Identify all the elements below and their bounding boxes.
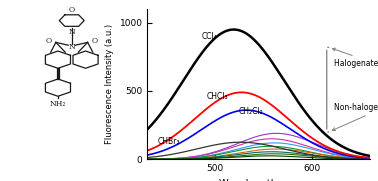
Text: N: N bbox=[68, 43, 75, 51]
Text: CHCl₃: CHCl₃ bbox=[206, 92, 228, 101]
Text: NH₂: NH₂ bbox=[50, 100, 66, 108]
Text: CHBr₃: CHBr₃ bbox=[158, 137, 181, 146]
Text: CH₂Cl₂: CH₂Cl₂ bbox=[239, 107, 263, 116]
Text: O: O bbox=[69, 6, 75, 14]
Text: Halogenated Solvents: Halogenated Solvents bbox=[332, 48, 378, 68]
Text: Non-halogenated Solvents: Non-halogenated Solvents bbox=[332, 103, 378, 131]
Text: N: N bbox=[68, 28, 75, 35]
Text: O: O bbox=[91, 37, 98, 45]
Text: O: O bbox=[46, 37, 52, 45]
Y-axis label: Fluorescence Intensity (a.u.): Fluorescence Intensity (a.u.) bbox=[105, 24, 114, 144]
Text: CCl₄: CCl₄ bbox=[202, 32, 217, 41]
X-axis label: Wavelength, nm: Wavelength, nm bbox=[219, 179, 299, 181]
